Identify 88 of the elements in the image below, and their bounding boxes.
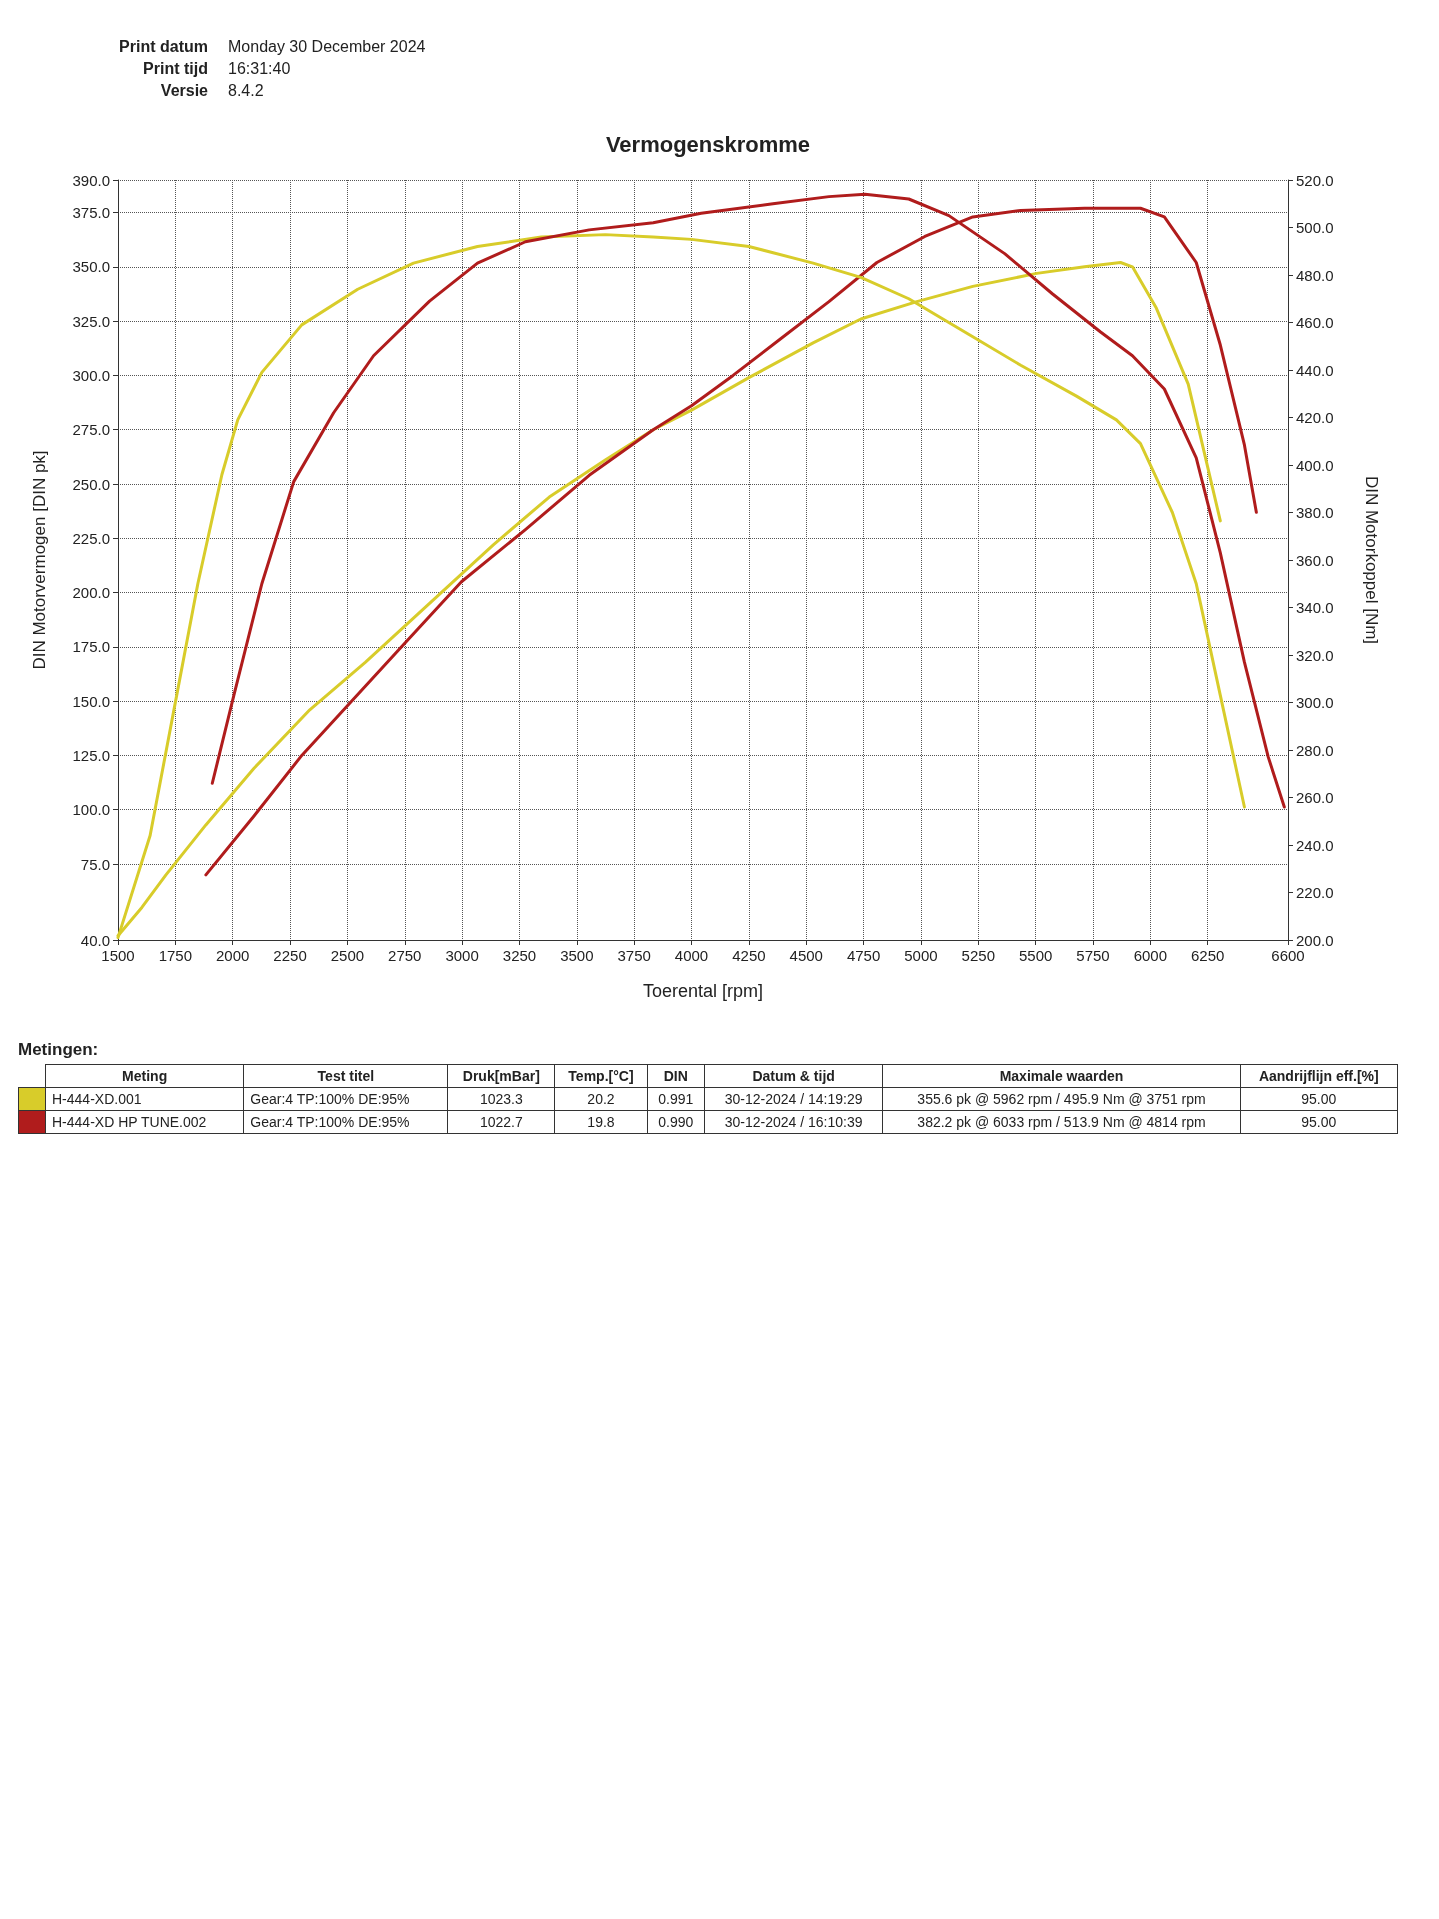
- x-tick-label: 6600: [1271, 947, 1305, 964]
- x-tick-label: 6250: [1191, 947, 1225, 964]
- y-tick-label: 325.0: [72, 312, 110, 330]
- text: Meting: [45, 1064, 244, 1088]
- text: Aandrijflijn eff.[%]: [1240, 1064, 1398, 1088]
- y2-tick-label: 280.0: [1296, 741, 1334, 759]
- y2-tick-label: 320.0: [1296, 646, 1334, 664]
- y2-tick-label: 520.0: [1296, 171, 1334, 189]
- y2-axis-title: DIN Motorkoppel [Nm]: [1362, 475, 1381, 645]
- x-axis-title: Toerental [rpm]: [642, 981, 764, 1001]
- text: Datum & tijd: [704, 1064, 883, 1088]
- y-tick-label: 150.0: [72, 692, 110, 710]
- y2-tick-label: 340.0: [1296, 599, 1334, 616]
- y-tick-label: 375.0: [72, 204, 110, 222]
- y-axis-title: DIN Motorvermogen [DIN pk]: [30, 450, 49, 670]
- x-tick-label: 4500: [789, 947, 823, 964]
- legend-label: H-444-XD HP TUNE.002: [45, 1110, 244, 1134]
- text: Metingen:: [18, 1040, 100, 1060]
- x-tick-label: 3500: [560, 947, 594, 964]
- y2-tick-label: 500.0: [1296, 219, 1334, 236]
- y-tick-label: 100.0: [72, 801, 110, 819]
- x-tick-label: 1500: [101, 947, 135, 964]
- y2-tick-label: 200.0: [1296, 931, 1334, 949]
- y-tick-label: 40.0: [80, 931, 110, 949]
- text: 0.991: [647, 1087, 705, 1111]
- text: 19.8: [554, 1110, 648, 1134]
- x-tick-label: 3250: [502, 947, 537, 964]
- x-tick-label: 4250: [732, 947, 766, 964]
- text: 16:31:40: [228, 60, 292, 78]
- text: Maximale waarden: [882, 1064, 1241, 1088]
- y2-tick-label: 440.0: [1296, 361, 1334, 379]
- text: 30-12-2024 / 16:10:39: [704, 1110, 883, 1134]
- text: 1023.3: [447, 1087, 555, 1111]
- text: 20.2: [554, 1087, 648, 1111]
- x-tick-label: 5500: [1018, 947, 1053, 964]
- y2-tick-label: 460.0: [1296, 314, 1334, 331]
- y-tick-label: 225.0: [72, 529, 110, 547]
- text: Test titel: [243, 1064, 448, 1088]
- text: 95.00: [1240, 1110, 1398, 1134]
- y-tick-label: 125.0: [72, 746, 110, 764]
- y2-tick-label: 240.0: [1296, 836, 1334, 854]
- x-tick-label: 2750: [388, 947, 422, 964]
- text: DIN: [647, 1064, 705, 1088]
- x-tick-label: 1750: [158, 947, 193, 964]
- y-tick-label: 300.0: [72, 366, 110, 384]
- text: 95.00: [1240, 1087, 1398, 1111]
- text: 355.6 pk @ 5962 rpm / 495.9 Nm @ 3751 rpm: [882, 1087, 1241, 1111]
- x-tick-label: 4000: [674, 947, 709, 964]
- x-tick-label: 2000: [216, 947, 250, 964]
- y-tick-label: 390.0: [72, 171, 110, 189]
- x-tick-label: 5750: [1076, 947, 1110, 964]
- text: Druk[mBar]: [447, 1064, 555, 1088]
- y-tick-label: 75.0: [80, 855, 110, 873]
- x-tick-label: 4750: [846, 947, 881, 964]
- text: 0.990: [647, 1110, 705, 1134]
- x-tick-label: 6000: [1133, 947, 1168, 964]
- y2-tick-label: 220.0: [1296, 884, 1334, 901]
- text: 1022.7: [447, 1110, 555, 1134]
- y2-tick-label: 360.0: [1296, 551, 1334, 569]
- y-tick-label: 350.0: [72, 258, 110, 276]
- y2-tick-label: 420.0: [1296, 409, 1334, 426]
- y-tick-label: 275.0: [72, 421, 110, 439]
- text: Versie: [159, 82, 208, 100]
- legend-label: H-444-XD.001: [45, 1087, 244, 1111]
- text: 8.4.2: [228, 82, 265, 100]
- chart-title: Vermogenskromme: [605, 131, 811, 157]
- x-tick-label: 2250: [273, 947, 307, 964]
- text: Gear:4 TP:100% DE:95%: [243, 1087, 448, 1111]
- y2-tick-label: 480.0: [1296, 266, 1334, 284]
- text: Print tijd: [142, 60, 208, 78]
- text: Monday 30 December 2024: [228, 38, 427, 56]
- x-tick-label: 3000: [445, 947, 479, 964]
- y-tick-label: 250.0: [72, 475, 110, 493]
- y2-tick-label: 400.0: [1296, 456, 1334, 474]
- text: Gear:4 TP:100% DE:95%: [243, 1110, 448, 1134]
- x-tick-label: 5250: [961, 947, 995, 964]
- y2-tick-label: 260.0: [1296, 789, 1334, 806]
- x-tick-label: 2500: [330, 947, 365, 964]
- text: Temp.[°C]: [554, 1064, 648, 1088]
- text: 382.2 pk @ 6033 rpm / 513.9 Nm @ 4814 rpm: [882, 1110, 1241, 1134]
- text: Print datum: [118, 38, 208, 56]
- x-tick-label: 5000: [904, 947, 938, 964]
- y2-tick-label: 300.0: [1296, 694, 1334, 711]
- x-tick-label: 3750: [617, 947, 651, 964]
- y-tick-label: 200.0: [72, 584, 110, 602]
- text: 30-12-2024 / 14:19:29: [704, 1087, 883, 1111]
- y-tick-label: 175.0: [72, 638, 110, 656]
- y2-tick-label: 380.0: [1296, 504, 1334, 521]
